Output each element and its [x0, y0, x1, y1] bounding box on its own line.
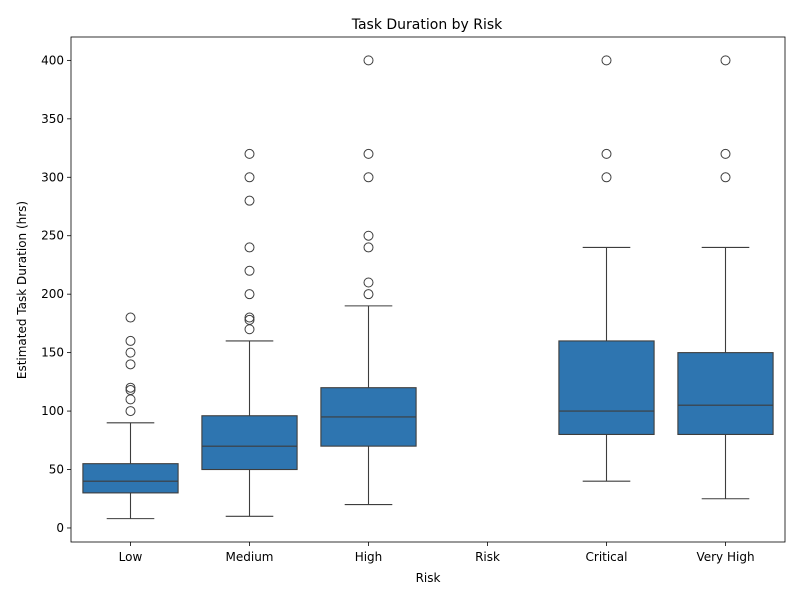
x-tick-label: High: [355, 550, 383, 564]
outlier-point: [125, 347, 136, 358]
outlier-point: [244, 265, 255, 276]
outlier-point: [125, 385, 136, 396]
y-axis: 0 50 100 150 200 250 300 350 400: [41, 53, 71, 535]
outlier-point: [244, 148, 255, 159]
y-tick-label: 300: [41, 170, 64, 184]
plot-frame: [70, 36, 786, 543]
iqr-box: [82, 463, 179, 494]
outlier-point: [363, 148, 374, 159]
outlier-point: [244, 312, 255, 323]
outlier-point: [244, 289, 255, 300]
x-axis: Low Medium High Risk Critical Very High: [119, 542, 755, 564]
iqr-box: [201, 415, 298, 471]
outlier-point: [720, 172, 731, 183]
y-axis-label: Estimated Task Duration (hrs): [15, 201, 29, 379]
outlier-point: [720, 148, 731, 159]
iqr-box: [558, 340, 655, 436]
outlier-point: [125, 359, 136, 370]
box-group-low: [82, 312, 179, 520]
x-tick-label: Critical: [586, 550, 628, 564]
outlier-point: [601, 55, 612, 66]
outlier-point: [244, 324, 255, 335]
y-tick-label: 250: [41, 229, 64, 243]
y-tick-label: 0: [56, 521, 64, 535]
iqr-box: [677, 352, 774, 436]
outlier-point: [125, 394, 136, 405]
outlier-point: [363, 55, 374, 66]
outlier-point: [125, 406, 136, 417]
y-tick-label: 400: [41, 53, 64, 67]
chart-title: Task Duration by Risk: [351, 17, 503, 33]
box-group-critical: [558, 55, 655, 482]
x-axis-label: Risk: [416, 571, 441, 585]
box-group-medium: [201, 148, 298, 517]
outlier-point: [125, 335, 136, 346]
y-tick-label: 100: [41, 404, 64, 418]
x-tick-label: Risk: [475, 550, 500, 564]
y-tick-label: 150: [41, 346, 64, 360]
outlier-point: [363, 277, 374, 288]
x-tick-label: Medium: [226, 550, 274, 564]
outlier-point: [244, 195, 255, 206]
outlier-point: [363, 230, 374, 241]
outlier-point: [244, 314, 255, 325]
x-tick-label: Very High: [696, 550, 754, 564]
outlier-point: [601, 148, 612, 159]
outlier-point: [601, 172, 612, 183]
outlier-point: [363, 172, 374, 183]
outlier-point: [125, 382, 136, 393]
outlier-point: [244, 242, 255, 253]
y-tick-label: 200: [41, 287, 64, 301]
outlier-point: [125, 312, 136, 323]
box-group-very-high: [677, 55, 774, 500]
outlier-point: [720, 55, 731, 66]
plot-area: [82, 55, 774, 520]
y-tick-label: 350: [41, 112, 64, 126]
box-group-high: [320, 55, 417, 506]
outlier-point: [363, 242, 374, 253]
y-tick-label: 50: [49, 463, 64, 477]
outlier-point: [244, 172, 255, 183]
outlier-point: [363, 289, 374, 300]
x-tick-label: Low: [119, 550, 143, 564]
